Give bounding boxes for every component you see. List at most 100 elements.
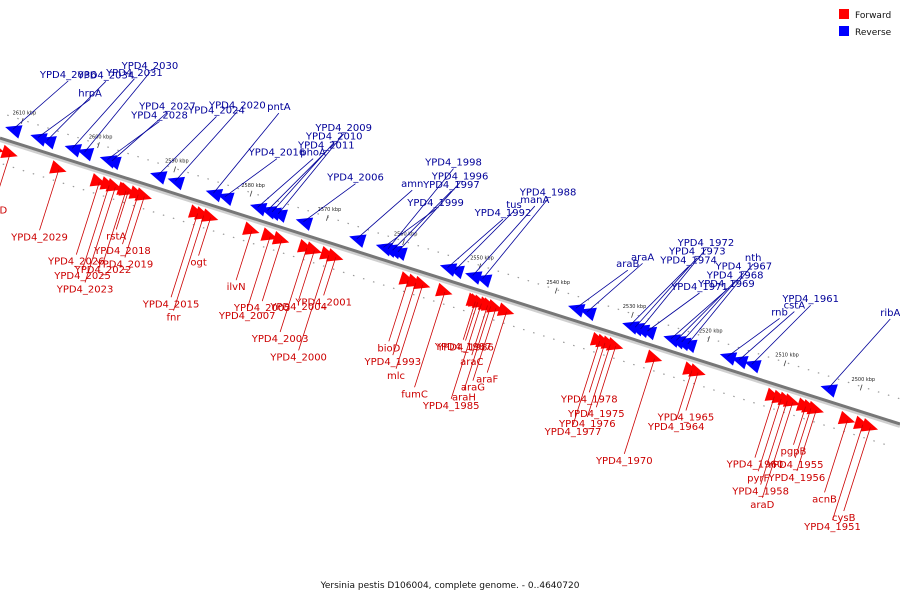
reverse-gene[interactable]	[205, 188, 224, 203]
forward-gene[interactable]	[271, 230, 290, 245]
reverse-gene-leader	[827, 318, 891, 389]
reverse-gene-label: YPD4_2020	[208, 101, 266, 112]
forward-gene-label: YPD4_2005	[233, 303, 291, 314]
forward-gene[interactable]	[260, 227, 278, 241]
kbp-tick	[402, 239, 405, 246]
forward-gene[interactable]	[49, 160, 67, 174]
forward-gene-label: fnr	[167, 313, 182, 324]
forward-gene-leader	[760, 400, 788, 485]
gene-labels: hrpA YPD4_2036YPD4_2034YPD4_2031YPD4_2030…	[0, 61, 900, 533]
forward-gene-label: ogt	[190, 258, 206, 269]
forward-gene-label: mlc	[387, 371, 405, 382]
reverse-gene[interactable]	[680, 339, 698, 354]
reverse-gene[interactable]	[568, 304, 586, 318]
reverse-gene[interactable]	[150, 171, 168, 185]
reverse-gene[interactable]	[632, 324, 651, 339]
kbp-tick	[249, 190, 253, 197]
legend-reverse-label: Reverse	[855, 28, 892, 38]
reverse-gene[interactable]	[295, 217, 314, 231]
forward-gene-label: YPD4_1978	[560, 394, 618, 405]
reverse-gene-leader	[647, 292, 700, 332]
forward-gene-label: YPD4_2025	[53, 271, 111, 282]
forward-gene-label: YPD4_2003	[251, 334, 309, 345]
reverse-gene[interactable]	[731, 355, 749, 370]
forward-gene-leader	[115, 191, 129, 230]
forward-gene-leader	[572, 341, 601, 426]
forward-gene[interactable]	[467, 293, 486, 307]
reverse-gene[interactable]	[249, 203, 268, 217]
reverse-gene-leader	[629, 266, 689, 326]
reverse-gene[interactable]	[439, 263, 458, 277]
forward-gene-leader	[675, 370, 693, 421]
forward-gene[interactable]	[496, 302, 515, 316]
forward-gene[interactable]	[480, 297, 499, 311]
forward-gene-leader	[757, 398, 782, 472]
forward-gene[interactable]	[0, 144, 18, 159]
forward-gene[interactable]	[134, 187, 152, 201]
reverse-gene[interactable]	[447, 265, 465, 280]
kbp-tick	[783, 360, 787, 367]
reverse-gene-leader	[107, 121, 160, 160]
reverse-gene[interactable]	[270, 209, 288, 223]
forward-gene[interactable]	[304, 241, 323, 255]
reverse-gene-label: YPD4_1971	[670, 282, 728, 293]
reverse-gene-label: araB	[616, 259, 639, 270]
reverse-gene[interactable]	[39, 136, 57, 150]
genome-backbone	[0, 114, 900, 448]
forward-gene[interactable]	[589, 332, 608, 346]
reverse-gene[interactable]	[5, 125, 23, 139]
legend-forward-swatch	[839, 9, 849, 19]
forward-gene[interactable]	[435, 282, 453, 297]
reverse-gene[interactable]	[217, 192, 235, 206]
forward-gene-label: cysB	[832, 513, 856, 524]
reverse-gene[interactable]	[465, 271, 483, 285]
reverse-gene-label: YPD4_2031	[105, 68, 163, 79]
forward-gene[interactable]	[644, 349, 663, 363]
forward-gene-leader	[82, 185, 110, 270]
forward-gene[interactable]	[806, 400, 824, 415]
forward-gene[interactable]	[116, 181, 134, 195]
forward-gene[interactable]	[853, 415, 871, 430]
reverse-gene-label: YPD4_1961	[781, 294, 839, 305]
forward-gene-leader	[595, 346, 617, 408]
reverse-gene-leader	[111, 112, 168, 162]
reverse-gene[interactable]	[167, 176, 185, 191]
forward-gene-label: araC	[460, 357, 483, 368]
reverse-gene[interactable]	[349, 234, 367, 248]
forward-gene-label: YPD4_2023	[56, 285, 114, 296]
reverse-gene-leader	[586, 263, 643, 313]
forward-gene[interactable]	[600, 335, 618, 349]
forward-gene[interactable]	[782, 393, 801, 407]
forward-gene[interactable]	[682, 361, 700, 375]
reverse-gene[interactable]	[719, 352, 738, 366]
forward-gene-label: bioD	[377, 343, 400, 354]
forward-gene[interactable]	[837, 410, 856, 425]
kbp-tick	[631, 311, 634, 318]
reverse-gene[interactable]	[820, 384, 838, 398]
reverse-gene[interactable]	[579, 307, 597, 322]
reverse-gene[interactable]	[744, 360, 762, 374]
forward-gene[interactable]	[200, 208, 219, 222]
forward-gene[interactable]	[412, 275, 431, 290]
forward-gene[interactable]	[242, 221, 260, 235]
forward-gene-label: YPD4_2019	[96, 259, 154, 270]
kbp-tick-label: 2500 kbp	[852, 377, 876, 383]
reverse-gene-label: YPD4_1967	[714, 261, 772, 272]
reverse-gene[interactable]	[375, 243, 394, 257]
reverse-gene[interactable]	[474, 274, 493, 288]
reverse-gene-leader	[213, 112, 280, 194]
reverse-gene[interactable]	[639, 326, 658, 341]
reverse-gene-label: cstA	[784, 301, 806, 312]
forward-gene[interactable]	[326, 248, 344, 262]
forward-gene[interactable]	[860, 418, 879, 432]
kbp-tick-label: 2580 kbp	[241, 183, 265, 189]
gene-features	[0, 125, 879, 432]
reverse-gene[interactable]	[104, 156, 122, 171]
reverse-gene[interactable]	[30, 133, 48, 147]
reverse-gene[interactable]	[76, 148, 95, 162]
reverse-gene-leader	[634, 257, 698, 328]
forward-gene-leader	[463, 306, 491, 391]
kbp-tick-label: 2520 kbp	[699, 328, 723, 334]
forward-gene-leader	[170, 213, 199, 298]
reverse-gene[interactable]	[64, 144, 83, 158]
